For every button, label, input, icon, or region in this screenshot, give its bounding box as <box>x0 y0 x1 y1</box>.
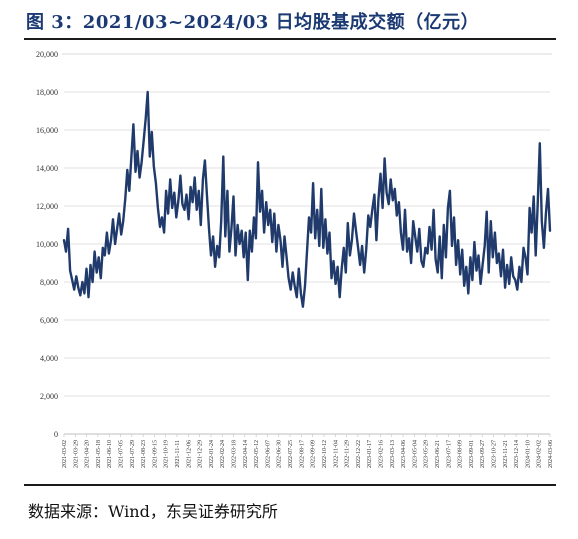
x-tick-label: 2021-11-11 <box>175 440 181 468</box>
series-line <box>62 90 552 308</box>
x-tick-label: 2022-08-17 <box>299 440 305 468</box>
y-tick-label: 20,000 <box>36 50 58 59</box>
x-tick-label: 2023-02-16 <box>378 440 384 468</box>
x-tick-label: 2021-04-20 <box>85 440 91 468</box>
x-tick-label: 2021-06-10 <box>107 440 113 468</box>
x-tick-label: 2023-09-01 <box>469 440 475 468</box>
y-tick-label: 2,000 <box>40 392 58 401</box>
x-tick-label: 2022-06-07 <box>265 440 271 468</box>
x-tick-label: 2021-05-18 <box>96 440 102 468</box>
x-tick-label: 2023-07-17 <box>446 440 452 468</box>
x-tick-label: 2024-01-10 <box>525 440 531 468</box>
x-tick-label: 2023-06-21 <box>435 440 441 468</box>
x-tick-label: 2022-05-12 <box>254 440 260 468</box>
footer-rule <box>24 484 556 486</box>
x-tick-label: 2023-05-04 <box>412 440 418 468</box>
x-tick-label: 2023-03-13 <box>390 440 396 468</box>
x-tick-label: 2022-10-12 <box>322 440 328 468</box>
figure-title: 图 3：2021/03~2024/03 日均股基成交额（亿元） <box>26 12 480 33</box>
title-rule <box>24 38 556 40</box>
y-tick-label: 4,000 <box>40 354 58 363</box>
turnover-line-chart: 0 2,000 4,000 6,000 8,000 10,000 12,000 14,000 1… <box>36 50 554 468</box>
source-note: 数据来源：Wind，东吴证券研究所 <box>28 502 278 521</box>
x-tick-label: 2021-12-29 <box>198 440 204 468</box>
x-tick-label: 2021-08-23 <box>141 440 147 468</box>
x-tick-label: 2021-03-29 <box>73 440 79 468</box>
y-tick-label: 0 <box>54 430 58 439</box>
y-tick-label: 8,000 <box>40 278 58 287</box>
x-tick-label: 2022-03-18 <box>232 440 238 468</box>
x-tick-label: 2023-09-27 <box>480 440 486 468</box>
x-tick-label: 2022-04-14 <box>243 440 249 468</box>
y-axis: 0 2,000 4,000 6,000 8,000 10,000 12,000 14,000 1… <box>36 50 58 439</box>
x-tick-label: 2023-11-21 <box>503 440 509 468</box>
x-tick-label: 2022-07-25 <box>288 440 294 468</box>
x-tick-label: 2023-05-29 <box>424 440 430 468</box>
x-tick-label: 2023-10-27 <box>491 440 497 468</box>
x-tick-label: 2023-08-09 <box>458 440 464 468</box>
x-tick-label: 2023-04-06 <box>401 440 407 468</box>
y-tick-label: 18,000 <box>36 88 58 97</box>
x-tick-label: 2024-03-06 <box>548 440 554 468</box>
x-tick-label: 2021-03-02 <box>62 440 68 468</box>
x-tick-label: 2022-01-24 <box>209 440 215 468</box>
x-tick-label: 2022-11-04 <box>333 440 339 468</box>
x-tick-label: 2021-10-19 <box>164 440 170 468</box>
x-tick-label: 2023-01-17 <box>367 440 373 468</box>
y-tick-label: 14,000 <box>36 164 58 173</box>
x-tick-label: 2022-06-30 <box>277 440 283 468</box>
y-tick-label: 16,000 <box>36 126 58 135</box>
x-tick-label: 2023-12-14 <box>514 440 520 468</box>
chart-gridlines <box>64 53 550 397</box>
series-layer <box>62 90 552 308</box>
y-tick-label: 10,000 <box>36 240 58 249</box>
y-tick-label: 6,000 <box>40 316 58 325</box>
x-tick-label: 2021-07-29 <box>130 440 136 468</box>
x-tick-label: 2021-07-05 <box>119 440 125 468</box>
x-tick-label: 2022-12-22 <box>356 440 362 468</box>
x-tick-label: 2021-09-15 <box>152 440 158 468</box>
x-tick-label: 2021-12-06 <box>186 440 192 468</box>
x-tick-label: 2022-02-24 <box>220 440 226 468</box>
x-tick-label: 2022-09-09 <box>311 440 317 468</box>
x-axis: 2021-03-02 2021-03-29 2021-04-20 2021-05-18… <box>62 433 554 468</box>
x-tick-label: 2022-11-29 <box>345 440 351 468</box>
y-tick-label: 12,000 <box>36 202 58 211</box>
x-tick-label: 2024-02-02 <box>537 440 543 468</box>
